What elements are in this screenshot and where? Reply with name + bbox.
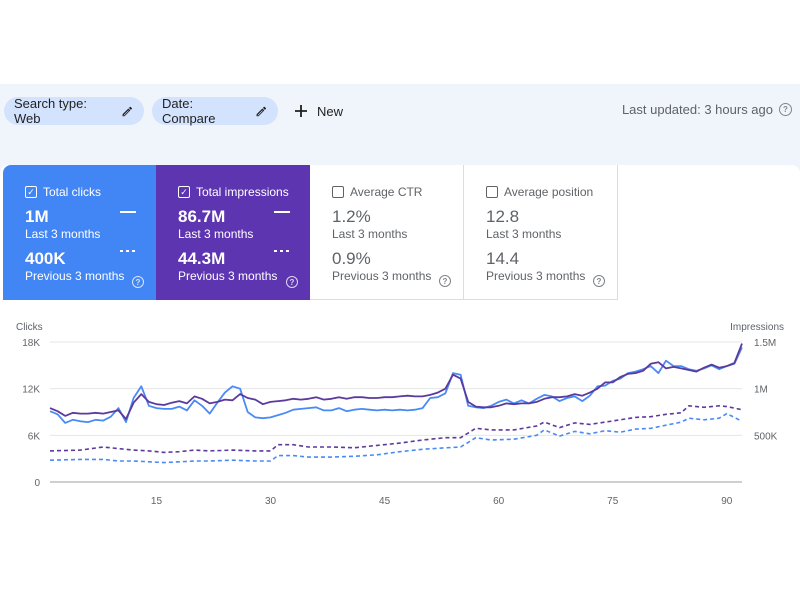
x-tick-label: 15	[151, 496, 163, 507]
performance-line-chart[interactable]: Clicks Impressions 18K 1.5M 12K 1M 6K 500K 0 15…	[0, 316, 800, 516]
pencil-icon	[123, 106, 133, 116]
last-updated-text: Last updated: 3 hours ago	[621, 102, 773, 117]
metric-value: 1.2%	[332, 207, 371, 226]
metric-card-average-ctr[interactable]: Average CTR 1.2% Last 3 months 0.9% Prev…	[310, 165, 464, 300]
metric-label: Average position	[504, 185, 594, 199]
current-period-line	[49, 343, 743, 420]
metric-previous-value: 400K	[25, 249, 66, 268]
solid-line-legend-icon	[274, 211, 290, 213]
metric-label: Total impressions	[196, 185, 289, 199]
checkbox-icon[interactable]	[486, 186, 498, 198]
pencil-icon	[256, 106, 267, 116]
metric-value: 12.8	[486, 207, 520, 226]
x-tick-label: 75	[607, 496, 619, 507]
metric-previous-period: Previous 3 months	[486, 269, 586, 283]
metric-label: Total clicks	[43, 185, 102, 199]
new-filter-label: New	[317, 103, 344, 119]
metric-period: Last 3 months	[486, 227, 562, 241]
metric-card-total-impressions[interactable]: ✓ Total impressions 86.7M Last 3 months 4…	[156, 165, 310, 300]
left-tick-label: 18K	[22, 338, 40, 349]
right-tick-label: 1M	[754, 385, 768, 396]
dashed-line-legend-icon	[120, 250, 136, 252]
left-tick-label: 12K	[22, 385, 40, 396]
metric-previous-period: Previous 3 months	[25, 269, 125, 283]
chart-ticks: 18K 1.5M 12K 1M 6K 500K 0 15 30 45 60 75 90	[22, 338, 777, 507]
metric-label: Average CTR	[350, 185, 423, 199]
help-circle-icon[interactable]: ?	[286, 276, 298, 288]
right-tick-label: 1.5M	[754, 338, 776, 349]
checkbox-checked-icon[interactable]: ✓	[25, 186, 37, 198]
left-tick-label: 0	[34, 478, 40, 489]
chart-series	[49, 343, 743, 464]
x-tick-label: 30	[265, 496, 277, 507]
search-type-label: Search type: Web	[14, 96, 87, 126]
checkbox-icon[interactable]	[332, 186, 344, 198]
left-tick-label: 6K	[28, 431, 41, 442]
search-type-filter-chip[interactable]: Search type: Web	[4, 96, 144, 126]
metric-previous-value: 44.3M	[178, 249, 226, 268]
x-tick-label: 60	[493, 496, 505, 507]
previous-period-line	[49, 412, 743, 464]
metric-previous-value: 0.9%	[332, 249, 371, 268]
x-tick-label: 90	[721, 496, 733, 507]
help-circle-icon[interactable]: ?	[779, 103, 792, 116]
plus-icon	[295, 105, 307, 117]
metric-period: Last 3 months	[178, 227, 254, 241]
metric-value: 86.7M	[178, 207, 226, 226]
help-circle-icon[interactable]: ?	[439, 275, 451, 287]
metric-card-total-clicks[interactable]: ✓ Total clicks 1M Last 3 months 400K Prev…	[3, 165, 156, 300]
left-axis-label: Clicks	[16, 322, 43, 333]
dashed-line-legend-icon	[274, 250, 290, 252]
help-circle-icon[interactable]: ?	[132, 276, 144, 288]
date-filter-label: Date: Compare	[162, 96, 216, 126]
metric-period: Last 3 months	[332, 227, 408, 241]
current-period-line	[49, 347, 743, 424]
help-circle-icon[interactable]: ?	[593, 275, 605, 287]
chart-grid	[50, 341, 742, 483]
checkbox-checked-icon[interactable]: ✓	[178, 186, 190, 198]
right-tick-label: 500K	[754, 431, 778, 442]
previous-period-line	[49, 405, 743, 454]
date-filter-chip[interactable]: Date: Compare	[152, 96, 278, 126]
metric-period: Last 3 months	[25, 227, 101, 241]
x-tick-label: 45	[379, 496, 391, 507]
metric-card-average-position[interactable]: Average position 12.8 Last 3 months 14.4…	[464, 165, 618, 300]
right-axis-label: Impressions	[730, 322, 784, 333]
metric-previous-value: 14.4	[486, 249, 520, 268]
metric-previous-period: Previous 3 months	[332, 269, 432, 283]
last-updated-status: Last updated: 3 hours ago ?	[622, 102, 792, 117]
solid-line-legend-icon	[120, 211, 136, 213]
new-filter-button[interactable]: New	[293, 99, 343, 123]
metric-previous-period: Previous 3 months	[178, 269, 278, 283]
metric-value: 1M	[25, 207, 49, 226]
